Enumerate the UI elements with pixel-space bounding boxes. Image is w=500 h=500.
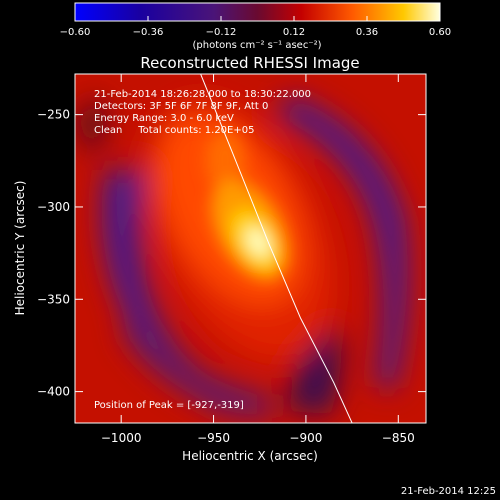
colorbar-tick-label: −0.60 bbox=[60, 27, 91, 38]
colorbar-tick-label: 0.36 bbox=[356, 27, 378, 38]
heatmap-image bbox=[75, 74, 426, 423]
colorbar-tick-label: 0.60 bbox=[429, 27, 451, 38]
y-tick-label: −400 bbox=[37, 385, 70, 399]
y-tick-label: −250 bbox=[37, 108, 70, 122]
info-line-4: Clean Total counts: 1.20E+05 bbox=[94, 125, 254, 136]
colorbar bbox=[74, 2, 441, 22]
chart-title: Reconstructed RHESSI Image bbox=[140, 54, 359, 72]
info-line-1: 21-Feb-2014 18:26:28.000 to 18:30:22.000 bbox=[94, 89, 311, 100]
plot-frame bbox=[74, 73, 427, 424]
solar-limb-line bbox=[200, 74, 353, 423]
x-tick-label: −1000 bbox=[101, 431, 142, 445]
x-tick-label: −900 bbox=[289, 431, 322, 445]
colorbar-unit-label: (photons cm⁻² s⁻¹ asec⁻²) bbox=[192, 40, 321, 51]
info-text: 21-Feb-2014 18:26:28.000 to 18:30:22.000… bbox=[94, 89, 311, 136]
peak-position-text: Position of Peak = [-927,-319] bbox=[94, 400, 244, 411]
y-tick-label: −300 bbox=[37, 200, 70, 214]
colorbar-tick-label: 0.12 bbox=[283, 27, 305, 38]
footer-timestamp: 21-Feb-2014 12:25 bbox=[401, 486, 496, 497]
colorbar-tick-label: −0.12 bbox=[206, 27, 237, 38]
y-axis-label: Heliocentric Y (arcsec) bbox=[13, 181, 27, 316]
x-tick-label: −950 bbox=[197, 431, 230, 445]
info-line-2: Detectors: 3F 5F 6F 7F 8F 9F, Att 0 bbox=[94, 101, 268, 112]
y-tick-label: −350 bbox=[37, 292, 70, 306]
x-tick-label: −850 bbox=[382, 431, 415, 445]
x-axis-label: Heliocentric X (arcsec) bbox=[182, 449, 318, 463]
info-line-3: Energy Range: 3.0 - 6.0 keV bbox=[94, 113, 234, 124]
colorbar-tick-label: −0.36 bbox=[133, 27, 164, 38]
